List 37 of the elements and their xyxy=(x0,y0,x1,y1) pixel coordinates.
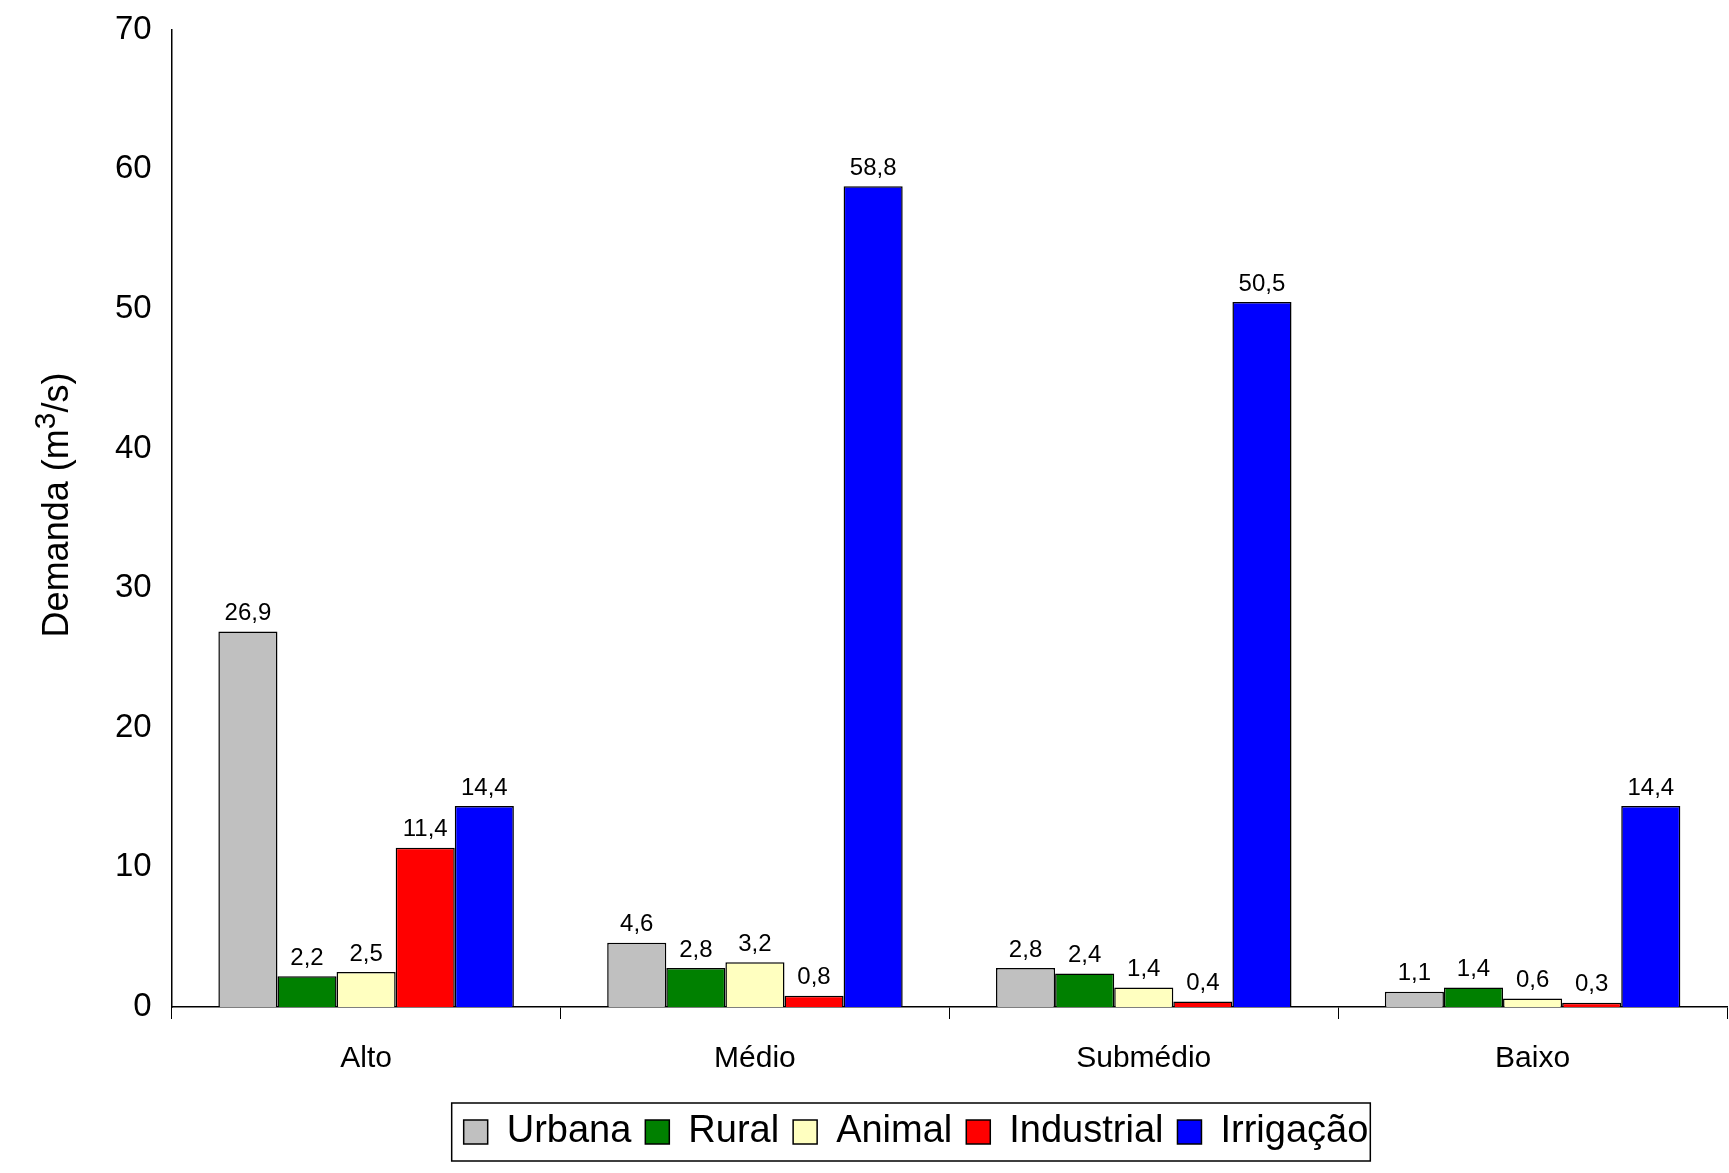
legend-label: Urbana xyxy=(506,1108,633,1151)
legend-label: Rural xyxy=(688,1108,780,1151)
y-tick-label: 50 xyxy=(114,288,152,326)
y-tick-label: 40 xyxy=(114,427,152,465)
y-tick-label: 70 xyxy=(114,8,152,46)
data-label: 14,4 xyxy=(460,772,508,800)
legend-label: Industrial xyxy=(1009,1108,1164,1151)
data-label: 26,9 xyxy=(224,598,272,626)
data-label: 1,4 xyxy=(1456,954,1491,982)
data-label: 50,5 xyxy=(1238,268,1286,296)
data-label: 4,6 xyxy=(620,909,654,937)
legend-label: Animal xyxy=(836,1108,953,1151)
data-label: 58,8 xyxy=(849,152,897,180)
x-tick-label: Médio xyxy=(714,1040,796,1074)
data-label: 3,2 xyxy=(738,928,772,956)
y-tick-label: 0 xyxy=(133,986,152,1024)
data-label: 14,4 xyxy=(1627,772,1675,800)
data-label: 1,1 xyxy=(1397,958,1432,986)
data-label: 2,5 xyxy=(349,938,383,966)
data-label: 0,3 xyxy=(1575,969,1609,997)
data-label: 0,6 xyxy=(1515,965,1550,993)
data-label: 11,4 xyxy=(402,814,448,842)
data-label: 2,2 xyxy=(290,942,324,970)
y-tick-label: 10 xyxy=(114,846,152,884)
data-label: 2,8 xyxy=(679,934,713,962)
y-tick-label: 20 xyxy=(114,706,152,744)
data-label: 0,8 xyxy=(797,962,831,990)
data-label: 2,8 xyxy=(1008,934,1043,962)
x-tick-label: Baixo xyxy=(1495,1040,1571,1074)
legend-label: Irrigação xyxy=(1220,1108,1369,1151)
data-label: 0,4 xyxy=(1186,968,1220,996)
data-label: 1,4 xyxy=(1127,954,1161,982)
x-tick-label: Alto xyxy=(340,1040,392,1074)
y-tick-label: 60 xyxy=(114,148,152,186)
y-tick-label: 30 xyxy=(114,567,152,605)
x-tick-label: Submédio xyxy=(1076,1040,1212,1074)
data-label: 2,4 xyxy=(1067,940,1102,968)
